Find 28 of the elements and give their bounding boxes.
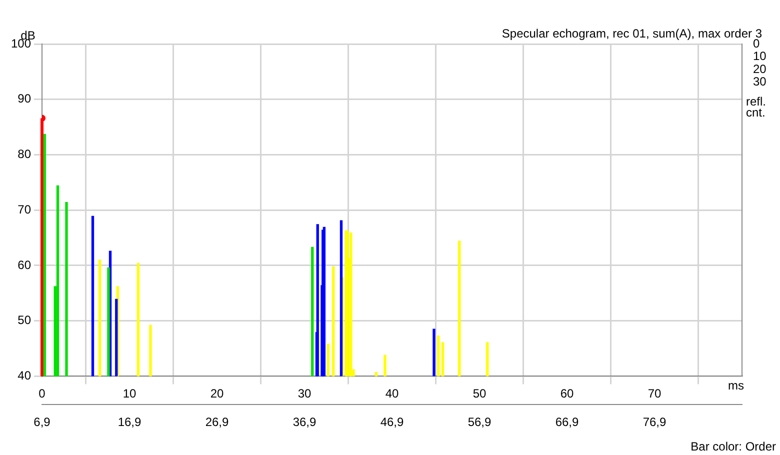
y-tick-label: 60	[18, 258, 32, 272]
x-axis-title: ms	[728, 378, 744, 393]
y2-tick-label: 30	[753, 74, 767, 89]
x-tick-label: 70	[648, 386, 662, 401]
x2-tick-label: 16,9	[118, 415, 142, 430]
y2-tick-label: 10	[753, 49, 767, 64]
x-tick-label: 50	[472, 386, 486, 401]
x-tick-label: 20	[210, 386, 224, 401]
x2-tick-label: 26,9	[205, 415, 229, 430]
x-tick-label: 30	[298, 386, 312, 401]
x2-tick-label: 76,9	[642, 415, 666, 430]
x2-tick-label: 46,9	[380, 415, 404, 430]
x2-tick-label: 56,9	[468, 415, 492, 430]
x-tick-label: 0	[38, 386, 46, 401]
y-tick-label: 50	[18, 313, 32, 328]
y2-axis-title: refl. cnt.	[746, 94, 766, 120]
x2-tick-label: 36,9	[292, 415, 316, 430]
x2-tick-label: 6,9	[34, 415, 51, 430]
text: Bar color: Order	[690, 439, 776, 454]
y-tick-label: 90	[18, 92, 32, 106]
y-tick-label: 40	[18, 368, 32, 383]
x-tick-label: 10	[122, 386, 136, 401]
x2-tick-label: 66,9	[555, 415, 579, 430]
y-tick-label: 70	[18, 202, 32, 216]
x-tick-label: 60	[560, 386, 574, 401]
x-tick-label: 40	[385, 386, 399, 401]
y-tick-label: 80	[18, 147, 32, 162]
y2-tick-label: 20	[753, 62, 767, 76]
